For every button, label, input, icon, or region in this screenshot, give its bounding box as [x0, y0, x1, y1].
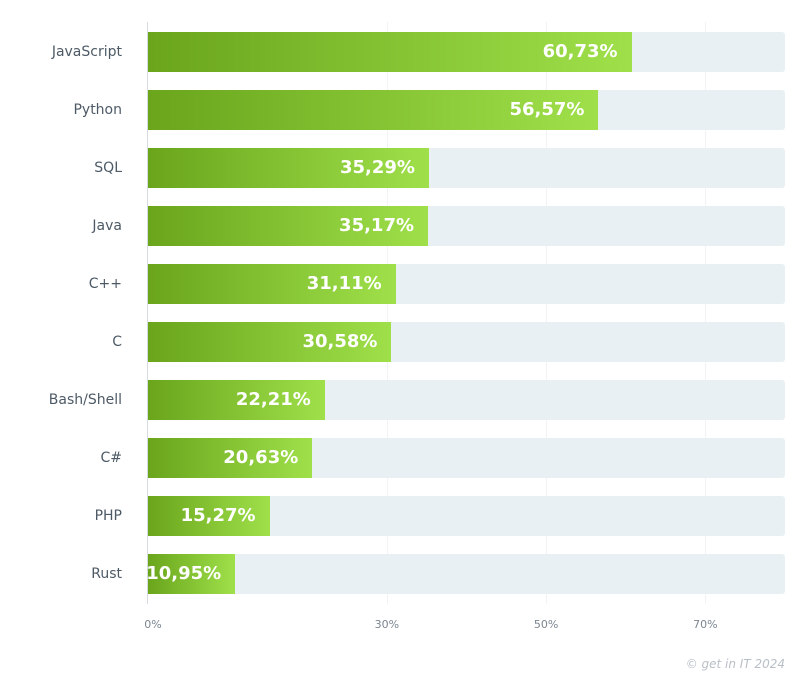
x-tick-label: 70% — [693, 618, 718, 631]
bar — [148, 90, 599, 130]
category-label: C# — [100, 450, 122, 466]
gridline — [386, 22, 388, 604]
value-label: 15,27% — [180, 505, 256, 526]
category-label: Rust — [91, 566, 122, 582]
category-label: Bash/Shell — [48, 392, 122, 408]
value-label: 10,95% — [146, 563, 222, 584]
category-label: PHP — [94, 508, 122, 524]
category-label: C — [112, 334, 122, 350]
bar-track — [148, 554, 785, 594]
bar — [148, 206, 429, 246]
category-label: JavaScript — [51, 44, 122, 60]
bar — [148, 438, 313, 478]
bar — [148, 554, 236, 594]
x-tick-label: 0% — [144, 618, 162, 631]
value-label: 35,17% — [339, 215, 415, 236]
bar — [148, 322, 392, 362]
category-label: C++ — [88, 276, 122, 292]
gridline — [705, 22, 707, 604]
value-label: 22,21% — [235, 389, 311, 410]
bar — [148, 148, 429, 188]
category-label: Python — [73, 102, 122, 118]
value-label: 56,57% — [509, 99, 585, 120]
value-label: 20,63% — [223, 447, 299, 468]
gridline — [546, 22, 548, 604]
value-label: 30,58% — [302, 331, 378, 352]
bar — [148, 264, 396, 304]
y-axis-line — [147, 22, 148, 604]
bar — [148, 32, 632, 72]
x-tick-label: 50% — [533, 618, 559, 631]
category-label: SQL — [94, 160, 122, 176]
value-label: 31,11% — [306, 273, 382, 294]
bar — [148, 380, 325, 420]
value-label: 35,29% — [340, 157, 415, 178]
bar — [148, 496, 270, 536]
copyright-credit: © get in IT 2024 — [685, 657, 785, 671]
category-label: Java — [92, 218, 122, 234]
x-tick-label: 30% — [374, 618, 400, 631]
value-label: 60,73% — [542, 41, 618, 62]
